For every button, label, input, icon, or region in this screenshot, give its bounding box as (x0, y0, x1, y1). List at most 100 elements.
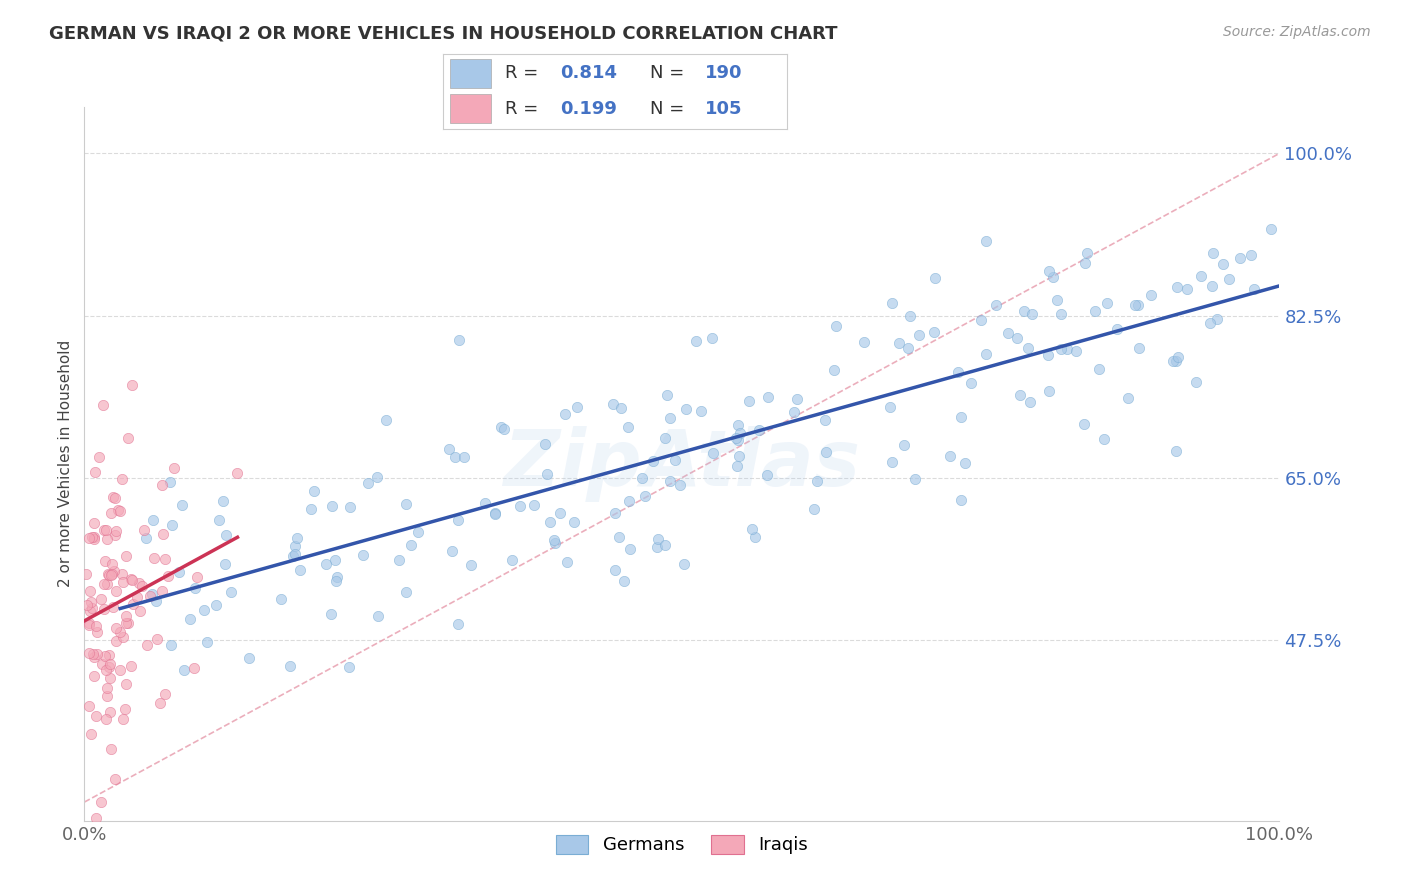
Point (100, 567, 122, 582)
Point (534, 437, 557, 451)
Point (120, 572, 142, 586)
Point (77, 699, 100, 714)
Point (387, 553, 409, 567)
Text: 0.199: 0.199 (560, 100, 617, 118)
Point (1038, 348, 1060, 362)
Point (484, 506, 506, 520)
Point (1243, 282, 1265, 296)
Point (474, 496, 496, 510)
Point (924, 325, 946, 339)
Point (562, 515, 585, 529)
Point (173, 663, 195, 677)
Point (214, 557, 236, 571)
Point (453, 450, 475, 465)
Point (91, 657, 114, 671)
Point (135, 532, 157, 546)
Point (163, 461, 186, 475)
Point (1167, 351, 1189, 365)
Point (748, 423, 770, 437)
Point (756, 391, 779, 405)
Point (215, 528, 238, 542)
Point (727, 418, 749, 433)
Point (948, 365, 970, 379)
Point (96, 681, 118, 696)
Point (270, 591, 292, 606)
Point (104, 772, 127, 787)
Point (96, 689, 118, 703)
Point (110, 625, 132, 640)
Point (101, 566, 124, 581)
Point (1066, 343, 1088, 358)
Point (619, 541, 641, 556)
Point (121, 378, 143, 392)
Point (90, 592, 112, 607)
Point (700, 331, 723, 345)
Point (77, 531, 100, 545)
Point (172, 499, 194, 513)
Point (702, 446, 724, 460)
Point (325, 569, 347, 583)
Point (183, 661, 205, 675)
Point (121, 597, 143, 611)
Point (142, 551, 165, 566)
Point (84, 619, 107, 633)
Point (111, 566, 134, 581)
Point (145, 594, 167, 608)
Point (302, 483, 325, 498)
Point (104, 491, 127, 506)
Point (114, 615, 136, 630)
Point (441, 544, 464, 558)
Point (755, 468, 778, 483)
Point (184, 581, 207, 595)
Point (211, 493, 233, 508)
Point (446, 617, 468, 632)
Point (949, 492, 972, 507)
Point (219, 585, 242, 599)
Point (673, 557, 696, 571)
Point (79, 604, 101, 618)
Point (444, 450, 467, 464)
Point (87, 450, 110, 464)
Point (146, 632, 169, 646)
Point (959, 376, 981, 391)
Point (1018, 395, 1040, 409)
Point (337, 659, 360, 673)
Point (115, 549, 138, 563)
Point (98, 657, 121, 672)
Point (728, 449, 751, 463)
Point (1128, 341, 1150, 355)
Point (727, 433, 749, 447)
Point (120, 659, 142, 673)
Point (108, 664, 131, 678)
Point (77, 616, 100, 631)
Point (101, 491, 124, 505)
Point (1206, 311, 1229, 326)
Point (115, 677, 138, 691)
Point (617, 419, 640, 434)
Point (153, 687, 176, 701)
Point (1166, 280, 1188, 294)
Point (149, 696, 172, 710)
Point (724, 431, 747, 445)
Point (669, 478, 692, 492)
Point (641, 454, 664, 468)
Point (1229, 252, 1251, 266)
Point (86, 625, 108, 640)
Text: GERMAN VS IRAQI 2 OR MORE VEHICLES IN HOUSEHOLD CORRELATION CHART: GERMAN VS IRAQI 2 OR MORE VEHICLES IN HO… (49, 25, 838, 43)
Point (96, 523, 118, 537)
Point (655, 388, 678, 402)
Point (159, 475, 181, 489)
Point (121, 573, 143, 587)
Point (399, 538, 422, 552)
Point (654, 431, 676, 445)
Point (685, 334, 707, 349)
Point (814, 413, 837, 427)
Point (77, 646, 100, 660)
Point (352, 548, 374, 562)
Y-axis label: 2 or more Vehicles in Household: 2 or more Vehicles in Household (58, 340, 73, 588)
Point (970, 312, 993, 326)
Point (880, 455, 903, 469)
Point (675, 401, 697, 416)
Point (94, 648, 117, 663)
Point (725, 458, 748, 473)
